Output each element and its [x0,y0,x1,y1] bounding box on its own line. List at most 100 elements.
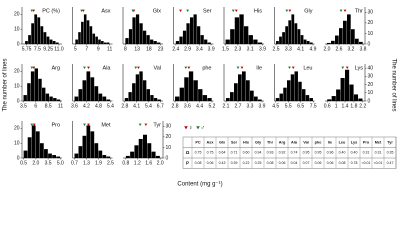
bar [27,137,32,158]
x-tick-label: 1 [335,103,338,109]
y-tick-label: 0 [17,155,20,161]
bar [153,41,157,44]
table-cell: 0.04 [291,161,298,165]
bar [230,29,235,44]
table-header: PC [195,140,201,144]
table-cell: 0.07 [303,161,310,165]
x-tick-label: 0.5 [20,160,27,166]
panel-title: Glx [153,8,162,14]
y-tick-label: 10 [14,84,20,90]
table-cell: 0.92 [279,151,286,155]
x-tick-label: 5.4 [145,103,152,109]
bar [294,71,298,101]
table-cell: 0.71 [231,151,238,155]
x-tick-label: 1.8 [350,103,357,109]
x-tick-label: 6.5 [297,103,304,109]
bar [279,93,283,101]
bar [244,26,249,44]
bar [234,83,238,101]
bar [143,30,147,44]
bar [291,14,295,44]
parent-marker [131,9,135,12]
y-tick-label: 10 [166,145,172,151]
bar [197,26,201,44]
bar [234,17,240,44]
x-tick-label: 4.5 [272,103,279,109]
bar [44,149,48,158]
y-tick-label: 20 [368,20,374,26]
x-tick-label: 2.8 [172,103,179,109]
bar [358,98,363,101]
x-tick-label: 2.1 [223,103,230,109]
parent-marker [83,66,86,69]
x-tick-label: 3.3 [285,46,292,52]
x-tick-label: 7 [85,46,88,52]
x-tick-label: 2.3 [234,46,241,52]
x-tick-label: 2.9 [184,46,191,52]
table-cell: 0.08 [267,161,274,165]
x-tick-label: 5.5 [285,103,292,109]
bar [253,39,258,44]
table-cell: 0.06 [279,161,286,165]
bar [188,71,194,101]
panel-title: Leu [303,65,312,71]
bar [298,81,302,101]
panel-title: Asx [101,8,110,14]
y-axis-label: The number of lines [390,58,396,111]
table-cell: 0.06 [207,161,214,165]
table-cell: 0.93 [267,151,274,155]
bar [28,35,31,44]
bar [106,156,111,158]
parent-marker [187,66,191,69]
x-tick-label: 4.4 [196,103,203,109]
panel-title: Met [101,122,111,128]
bar [74,153,79,158]
table-cell: 0.31 [363,151,370,155]
bar [90,131,95,158]
x-tick-label: 1.9 [95,160,102,166]
y-tick-label: 20 [14,12,20,18]
bar [101,41,104,44]
table-cell: 0.06 [327,161,334,165]
legend-label: ♀ [189,126,194,132]
x-tick-label: 8.5 [45,103,52,109]
table-header: Thr [267,140,274,144]
legend-marker [184,126,188,130]
bar [345,69,350,101]
bar [139,71,143,101]
bar [343,20,347,44]
parent-marker [179,9,182,12]
bar [349,84,354,101]
y-tick-label: 30 [368,10,374,16]
bar [43,32,47,44]
bar [340,77,345,101]
x-tick-label: 23 [158,46,164,52]
bar [78,146,83,158]
table-cell: <0.01 [362,161,371,165]
bar [347,14,351,44]
bar [138,138,143,158]
bar [150,39,154,44]
bar [130,151,135,158]
table-header: Asx [207,140,215,144]
bar [179,87,184,101]
bar [55,42,59,44]
bar [37,17,41,44]
x-tick-label: 7.5 [310,103,317,109]
bar [106,99,111,101]
x-tick-label: 3.6 [184,103,191,109]
bar [248,35,253,44]
bar [198,89,203,101]
bar [31,23,35,44]
bar [157,99,161,101]
bar [94,143,99,158]
bar [90,77,95,101]
parent-marker [30,9,34,12]
bar [279,36,282,44]
table-cell: 0.75 [207,151,214,155]
bar [25,41,28,44]
bar [35,131,40,158]
bar [95,36,98,44]
y-tick-label: 10 [14,141,20,147]
bar [246,80,250,101]
